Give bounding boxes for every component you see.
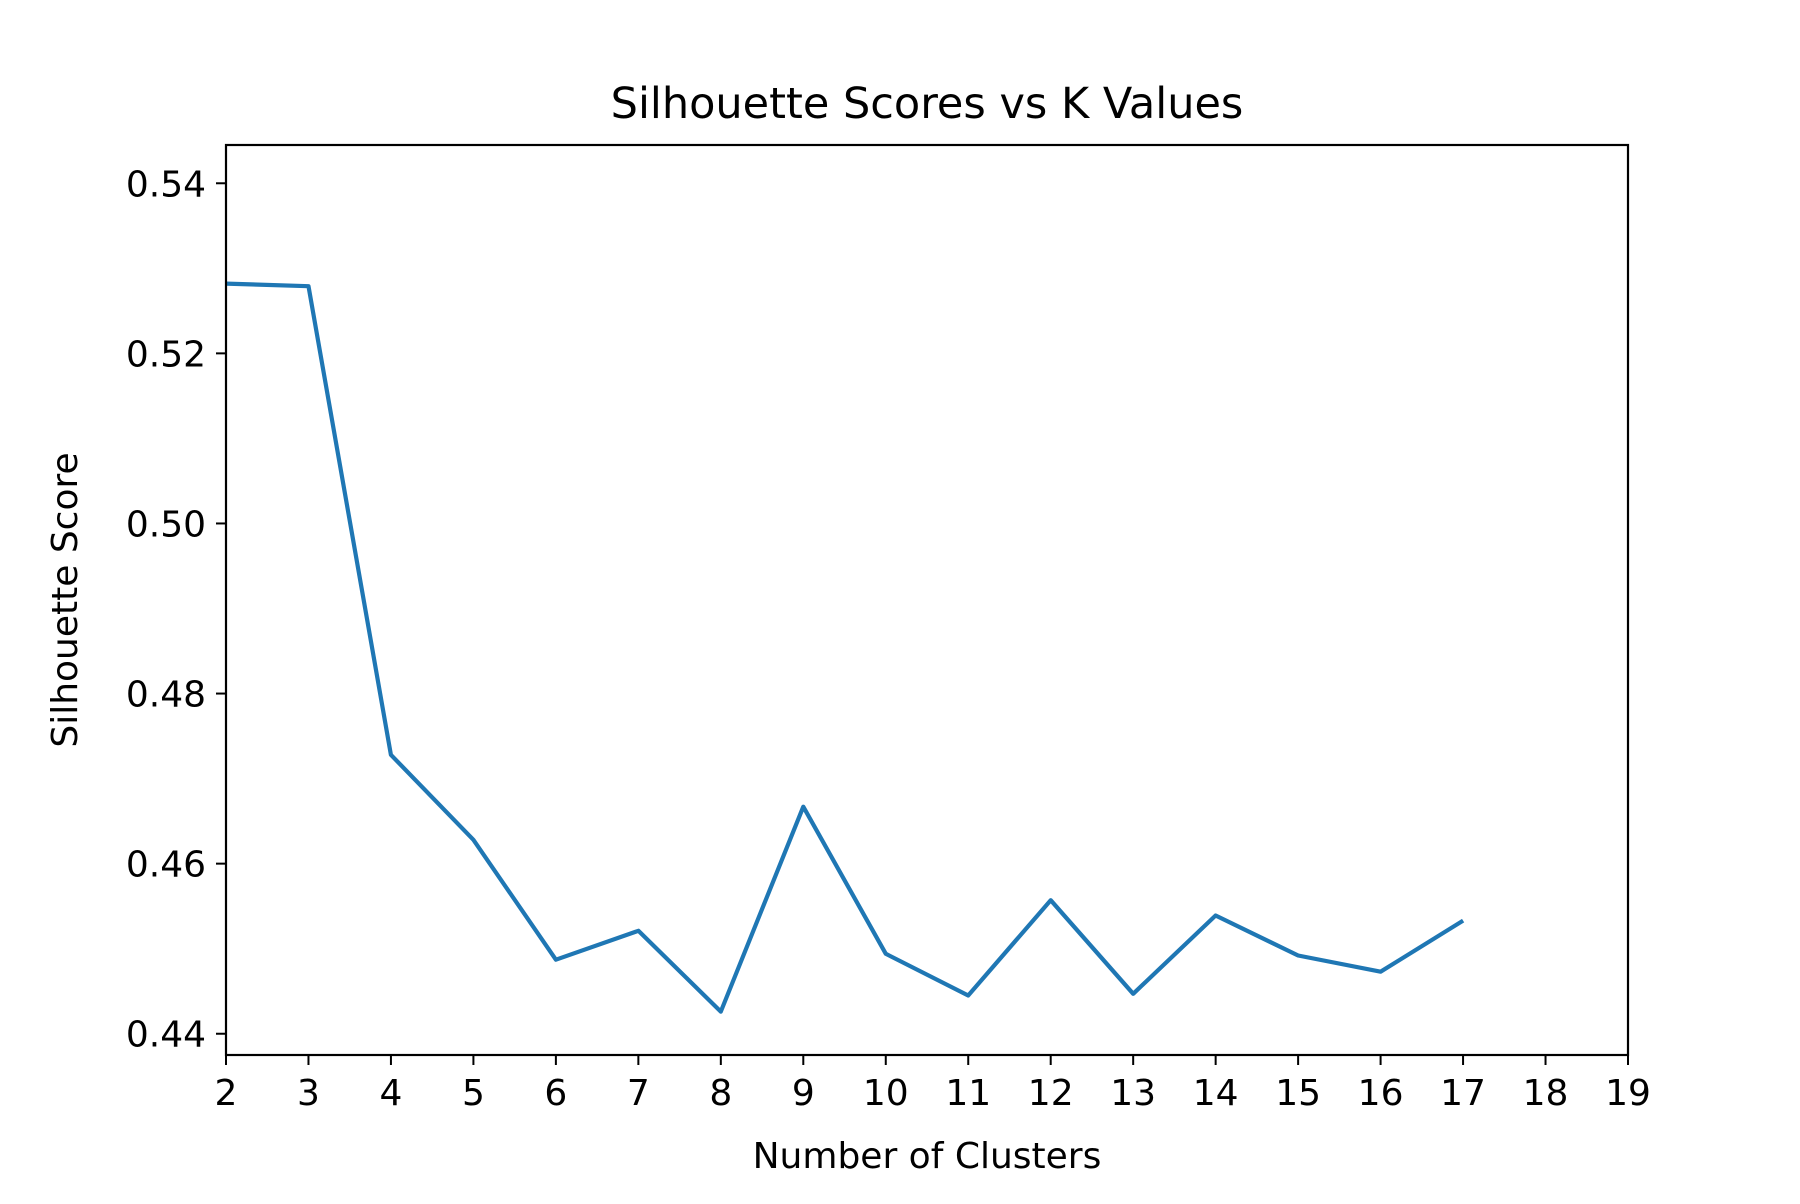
x-tick-label: 19 [1605, 1073, 1651, 1114]
x-tick-label: 4 [379, 1073, 402, 1114]
data-point [965, 992, 971, 998]
x-tick-label: 16 [1358, 1073, 1404, 1114]
data-point [718, 1009, 724, 1015]
data-point [883, 951, 889, 957]
y-tick-label: 0.48 [126, 675, 206, 716]
x-tick-label: 3 [297, 1073, 320, 1114]
x-tick-label: 15 [1275, 1073, 1321, 1114]
data-point [305, 283, 311, 289]
y-axis-title: Silhouette Score [45, 452, 86, 747]
data-point [388, 752, 394, 758]
y-tick-label: 0.52 [126, 334, 206, 375]
y-tick-label: 0.44 [126, 1015, 206, 1056]
x-axis-title: Number of Clusters [753, 1136, 1102, 1177]
data-point [800, 804, 806, 810]
chart-title: Silhouette Scores vs K Values [611, 79, 1244, 129]
data-point [1460, 918, 1466, 924]
plot-area: 2 3 4 5 6 7 8 9 10 11 12 13 14 15 16 17 18 19 0.44 0.46 0.48… [126, 143, 1651, 1114]
x-tick-label: 10 [863, 1073, 909, 1114]
data-point [553, 957, 559, 963]
x-tick-label: 14 [1193, 1073, 1239, 1114]
data-point [1213, 913, 1219, 919]
data-point [1048, 897, 1054, 903]
x-tick-label: 2 [215, 1073, 238, 1114]
data-point [635, 928, 641, 934]
series-line [225, 281, 1465, 1014]
x-tick-label: 13 [1110, 1073, 1156, 1114]
data-point [1378, 969, 1384, 975]
data-point [1130, 991, 1136, 997]
data-point [1295, 952, 1301, 958]
x-tick-label: 5 [462, 1073, 485, 1114]
x-tick-label: 6 [544, 1073, 567, 1114]
x-tick-label: 17 [1440, 1073, 1486, 1114]
y-tick-label: 0.50 [126, 504, 206, 545]
x-tick-label: 11 [945, 1073, 991, 1114]
y-tick-label: 0.54 [126, 164, 206, 205]
data-point [470, 837, 476, 843]
x-tick-label: 8 [709, 1073, 732, 1114]
x-tick-label: 9 [792, 1073, 815, 1114]
y-tick-label: 0.46 [126, 845, 206, 886]
x-tick-label: 18 [1523, 1073, 1569, 1114]
x-tick-label: 12 [1028, 1073, 1074, 1114]
plot-frame [224, 143, 1630, 1057]
x-tick-label: 7 [627, 1073, 650, 1114]
